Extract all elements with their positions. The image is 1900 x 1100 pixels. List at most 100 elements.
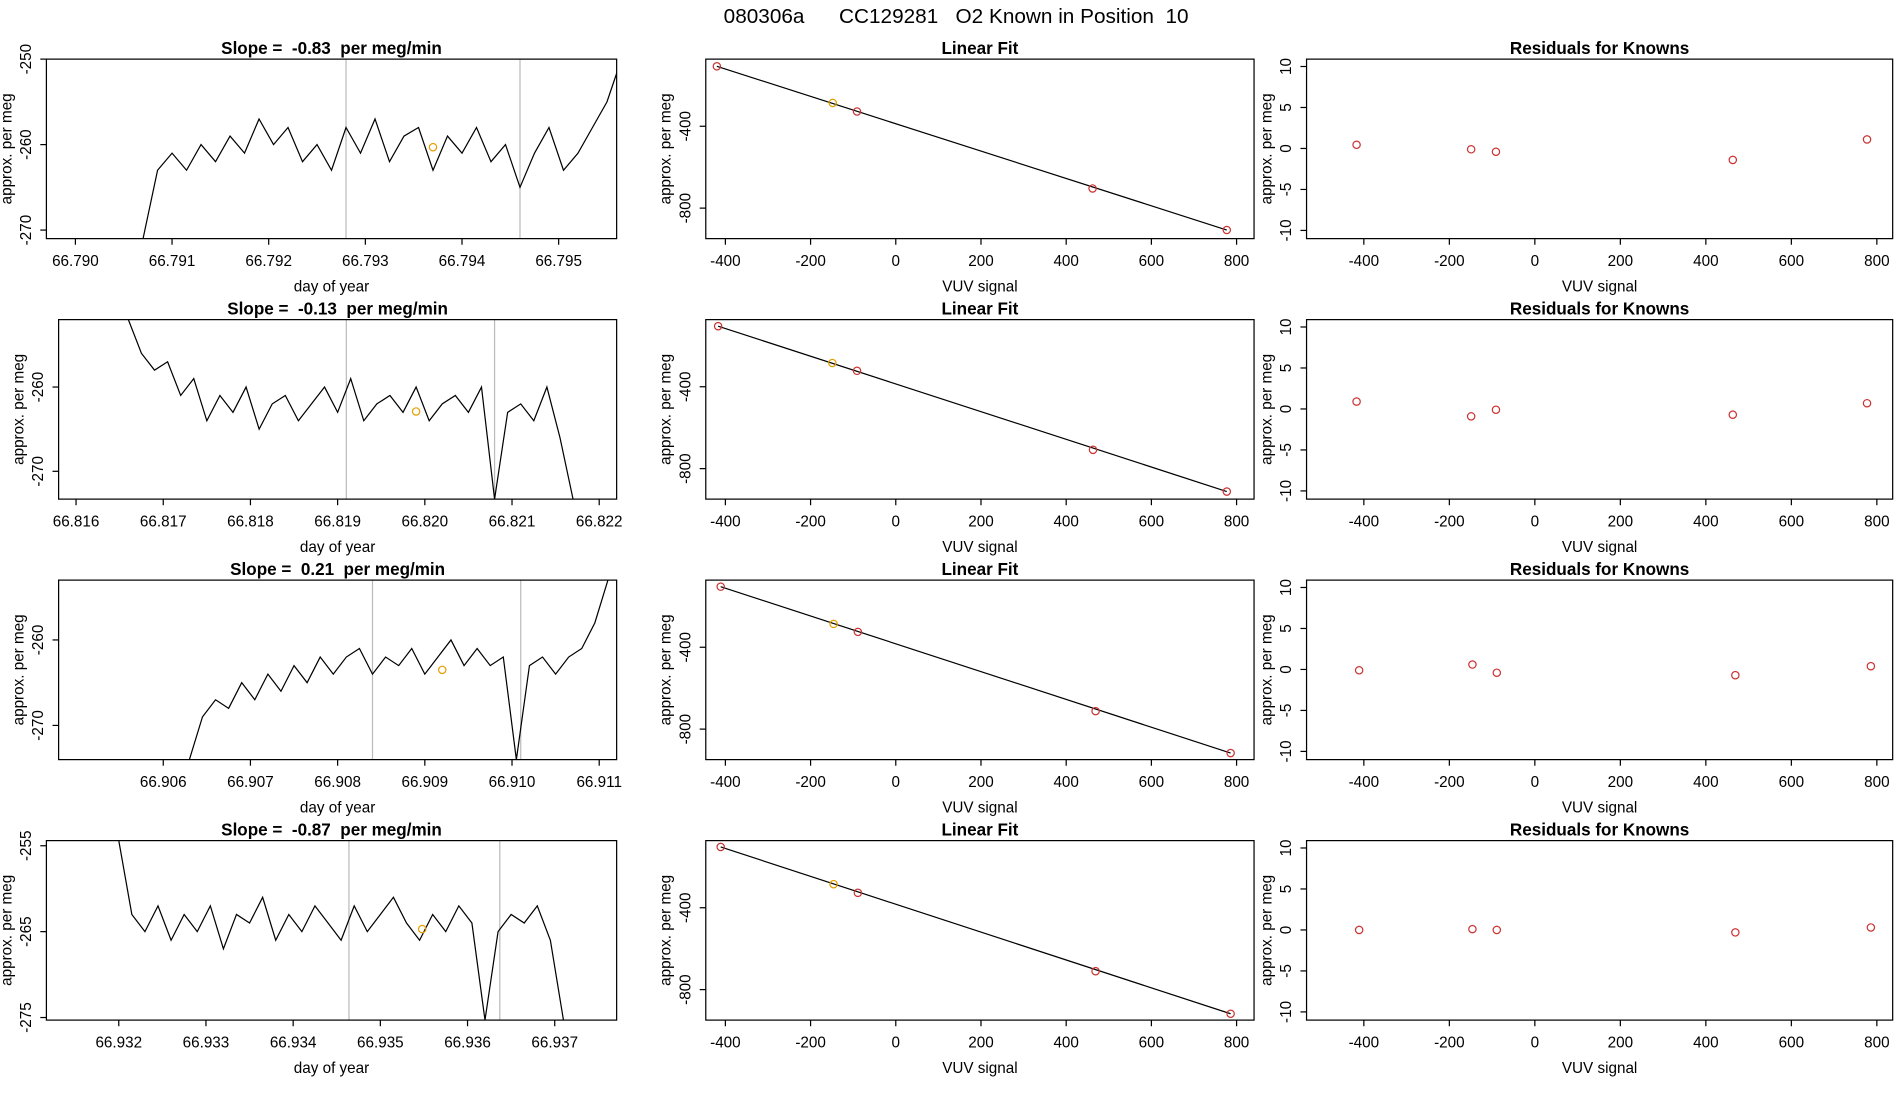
x-tick-label: 800 (1864, 774, 1889, 791)
data-point (1226, 748, 1235, 758)
data-point (1088, 184, 1097, 193)
x-tick-label: 600 (1139, 1034, 1164, 1051)
data-point (1091, 966, 1100, 976)
x-tick-label: 66.794 (439, 253, 486, 270)
x-tick-label: 600 (1779, 253, 1804, 270)
highlight-point (417, 924, 427, 934)
y-tick-label: 0 (1278, 926, 1295, 934)
x-tick-label: 400 (1693, 253, 1718, 270)
data-point (1731, 670, 1740, 680)
plot-frame (705, 839, 1255, 1021)
panel: Slope = -0.87 per meg/min day of year appr… (0, 820, 618, 1077)
x-tick-label: 400 (1053, 253, 1078, 270)
data-point (716, 582, 725, 591)
data-point (828, 98, 838, 108)
plot-frame (1305, 839, 1894, 1021)
data-point (1491, 147, 1501, 157)
x-tick-label: 66.911 (576, 774, 622, 791)
y-tick-label: -10 (1278, 740, 1295, 762)
y-tick-label: -5 (1278, 964, 1295, 978)
data-point (1468, 660, 1477, 669)
x-tick-label: 66.822 (576, 513, 623, 530)
x-axis-label: VUV signal (1562, 539, 1637, 556)
y-tick-label: -270 (30, 456, 47, 487)
y-tick-label: 0 (1278, 144, 1295, 152)
y-axis-label: approx. per meg (658, 875, 675, 986)
data-point (828, 358, 837, 368)
x-tick-label: 66.816 (53, 513, 100, 530)
x-tick-label: 66.795 (535, 253, 582, 270)
x-tick-label: 800 (1864, 253, 1889, 270)
y-tick-label: 5 (1278, 103, 1295, 111)
x-tick-label: 66.821 (489, 513, 536, 530)
plot-frame (705, 579, 1255, 761)
x-tick-label: -200 (1434, 774, 1465, 791)
data-line (118, 840, 565, 1021)
x-tick-label: 0 (1531, 774, 1539, 791)
y-tick-label: -260 (30, 372, 47, 403)
plot-frame (45, 58, 618, 240)
x-tick-label: -400 (1349, 513, 1380, 530)
x-tick-label: 66.817 (140, 513, 187, 530)
y-tick-label: 10 (1278, 319, 1295, 336)
data-point (1466, 145, 1476, 154)
fit-line (720, 846, 1231, 1015)
data-point (852, 366, 862, 376)
x-axis-label: day of year (294, 1060, 369, 1077)
x-axis-label: VUV signal (942, 539, 1017, 556)
panel-title: Linear Fit (941, 299, 1018, 318)
fit-line (717, 325, 1227, 493)
x-tick-label: -200 (1434, 1034, 1465, 1051)
x-tick-label: 600 (1139, 253, 1164, 270)
data-point (853, 888, 863, 898)
x-tick-label: 0 (1531, 253, 1539, 270)
y-tick-label: -400 (677, 632, 694, 663)
y-axis-label: approx. per meg (0, 93, 15, 204)
x-tick-label: 66.818 (227, 513, 274, 530)
x-tick-label: 400 (1053, 513, 1078, 530)
plot-area (1354, 923, 1876, 937)
data-point (829, 879, 838, 889)
panel: Residuals for Knowns VUV signal approx. pe… (1259, 39, 1894, 295)
y-tick-label: 0 (1278, 665, 1295, 673)
y-tick-label: -400 (677, 111, 694, 142)
plot-frame (58, 319, 618, 500)
x-tick-label: 66.906 (140, 774, 187, 791)
plot-area (716, 842, 1235, 1019)
y-tick-label: -5 (1278, 704, 1295, 718)
data-point (716, 842, 725, 852)
data-point (853, 627, 863, 637)
x-tick-label: 66.932 (95, 1034, 142, 1051)
x-tick-label: -400 (1349, 253, 1380, 270)
x-axis-label: VUV signal (1562, 1060, 1637, 1077)
y-axis-label: approx. per meg (11, 354, 28, 465)
x-tick-label: 66.909 (401, 774, 448, 791)
x-tick-label: 800 (1224, 774, 1249, 791)
x-tick-label: 66.907 (227, 774, 274, 791)
y-tick-label: -275 (18, 1002, 35, 1033)
y-axis-label: approx. per meg (0, 875, 15, 986)
x-tick-label: -400 (710, 1034, 741, 1051)
y-tick-label: 5 (1278, 624, 1295, 632)
data-point (1866, 661, 1876, 671)
y-tick-label: -10 (1278, 219, 1295, 241)
y-tick-label: -5 (1278, 443, 1295, 457)
y-tick-label: -260 (18, 129, 35, 160)
x-tick-label: 600 (1779, 1034, 1804, 1051)
plot-area (188, 580, 609, 760)
plot-area (1352, 397, 1872, 421)
data-point (1466, 412, 1476, 421)
plot-area (142, 59, 617, 239)
data-point (1866, 923, 1876, 932)
y-tick-label: -260 (30, 625, 47, 656)
x-tick-label: 800 (1224, 1034, 1249, 1051)
x-tick-label: 66.910 (489, 774, 536, 791)
y-tick-label: -270 (30, 710, 47, 741)
x-tick-label: -200 (1434, 253, 1465, 270)
data-point (1731, 928, 1740, 937)
x-tick-label: -200 (795, 253, 826, 270)
panel: Residuals for Knowns VUV signal approx. pe… (1259, 299, 1894, 556)
panel: Slope = -0.13 per meg/min day of year appr… (11, 299, 623, 556)
